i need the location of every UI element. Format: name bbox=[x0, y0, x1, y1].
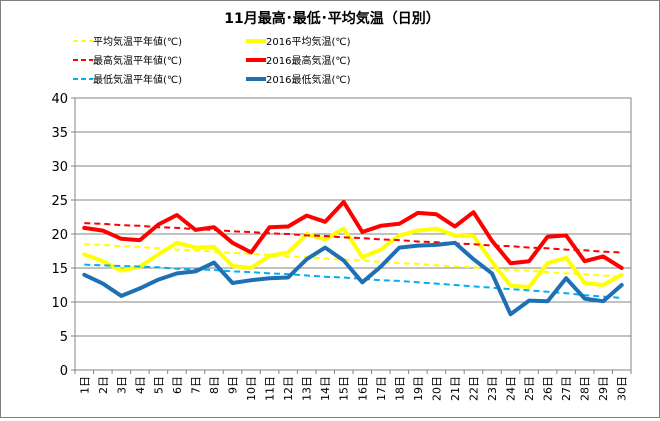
y-tick-label: 10 bbox=[51, 296, 68, 311]
series-group bbox=[82, 200, 624, 317]
x-tick-label: 7日 bbox=[189, 376, 202, 394]
x-tick-label: 6日 bbox=[171, 376, 184, 394]
legend-label: 2016最低気温(℃) bbox=[266, 73, 351, 86]
y-tick-label: 40 bbox=[51, 92, 68, 107]
x-tick-label: 18日 bbox=[393, 376, 406, 401]
legend-label: 2016最高気温(℃) bbox=[266, 54, 351, 67]
series-line-1 bbox=[82, 226, 624, 289]
x-tick-label: 2日 bbox=[97, 376, 110, 394]
y-tick-label: 30 bbox=[51, 160, 68, 175]
x-tick-label: 27日 bbox=[560, 376, 573, 401]
series-line-3 bbox=[82, 200, 624, 270]
x-tick-label: 9日 bbox=[227, 376, 240, 394]
x-tick-label: 22日 bbox=[467, 376, 480, 401]
x-tick-label: 28日 bbox=[579, 376, 592, 401]
legend: 平均気温平年値(℃) 2016平均気温(℃) 最高気温平年値(℃) 2016最高気温(… bbox=[73, 35, 351, 86]
x-tick-label: 21日 bbox=[449, 376, 462, 401]
x-tick-label: 10日 bbox=[245, 376, 258, 401]
x-tick-label: 4日 bbox=[134, 376, 147, 394]
x-axis: 1日 2日 3日 4日 5日 6日 7日 8日 9日 10日 11日 12日 13日 14日 15日 16日 1… bbox=[74, 370, 632, 401]
x-tick-label: 17日 bbox=[375, 376, 388, 401]
y-tick-label: 5 bbox=[60, 330, 68, 345]
x-tick-label: 13日 bbox=[301, 376, 314, 401]
x-tick-label: 19日 bbox=[412, 376, 425, 401]
x-tick-label: 15日 bbox=[338, 376, 351, 401]
legend-label: 2016平均気温(℃) bbox=[266, 35, 351, 48]
x-tick-label: 24日 bbox=[505, 376, 518, 401]
x-tick-label: 14日 bbox=[319, 376, 332, 401]
series-line-5 bbox=[82, 240, 624, 317]
x-tick-label: 26日 bbox=[542, 376, 555, 401]
x-tick-label: 23日 bbox=[486, 376, 499, 401]
y-axis: 0 5 10 15 20 25 30 35 40 bbox=[51, 92, 75, 379]
x-tick-label: 11日 bbox=[264, 376, 277, 401]
legend-label: 平均気温平年値(℃) bbox=[93, 35, 182, 48]
x-tick-label: 5日 bbox=[152, 376, 165, 394]
x-tick-label: 12日 bbox=[282, 376, 295, 401]
x-tick-label: 8日 bbox=[208, 376, 221, 394]
chart-title: 11月最高･最低･平均気温（日別） bbox=[224, 10, 439, 27]
y-tick-label: 15 bbox=[51, 262, 68, 277]
x-tick-label: 1日 bbox=[78, 376, 91, 394]
x-tick-label: 3日 bbox=[115, 376, 128, 394]
y-tick-label: 25 bbox=[51, 194, 68, 209]
x-tick-label: 16日 bbox=[356, 376, 369, 401]
x-tick-label: 20日 bbox=[430, 376, 443, 401]
x-tick-label: 25日 bbox=[523, 376, 536, 401]
legend-label: 最高気温平年値(℃) bbox=[93, 54, 182, 67]
gridlines bbox=[75, 131, 631, 337]
x-tick-label: 29日 bbox=[597, 376, 610, 401]
legend-label: 最低気温平年値(℃) bbox=[93, 73, 182, 86]
x-tick-label: 30日 bbox=[616, 376, 629, 401]
y-tick-label: 20 bbox=[51, 228, 68, 243]
y-tick-label: 0 bbox=[60, 364, 68, 379]
y-tick-label: 35 bbox=[51, 126, 68, 141]
